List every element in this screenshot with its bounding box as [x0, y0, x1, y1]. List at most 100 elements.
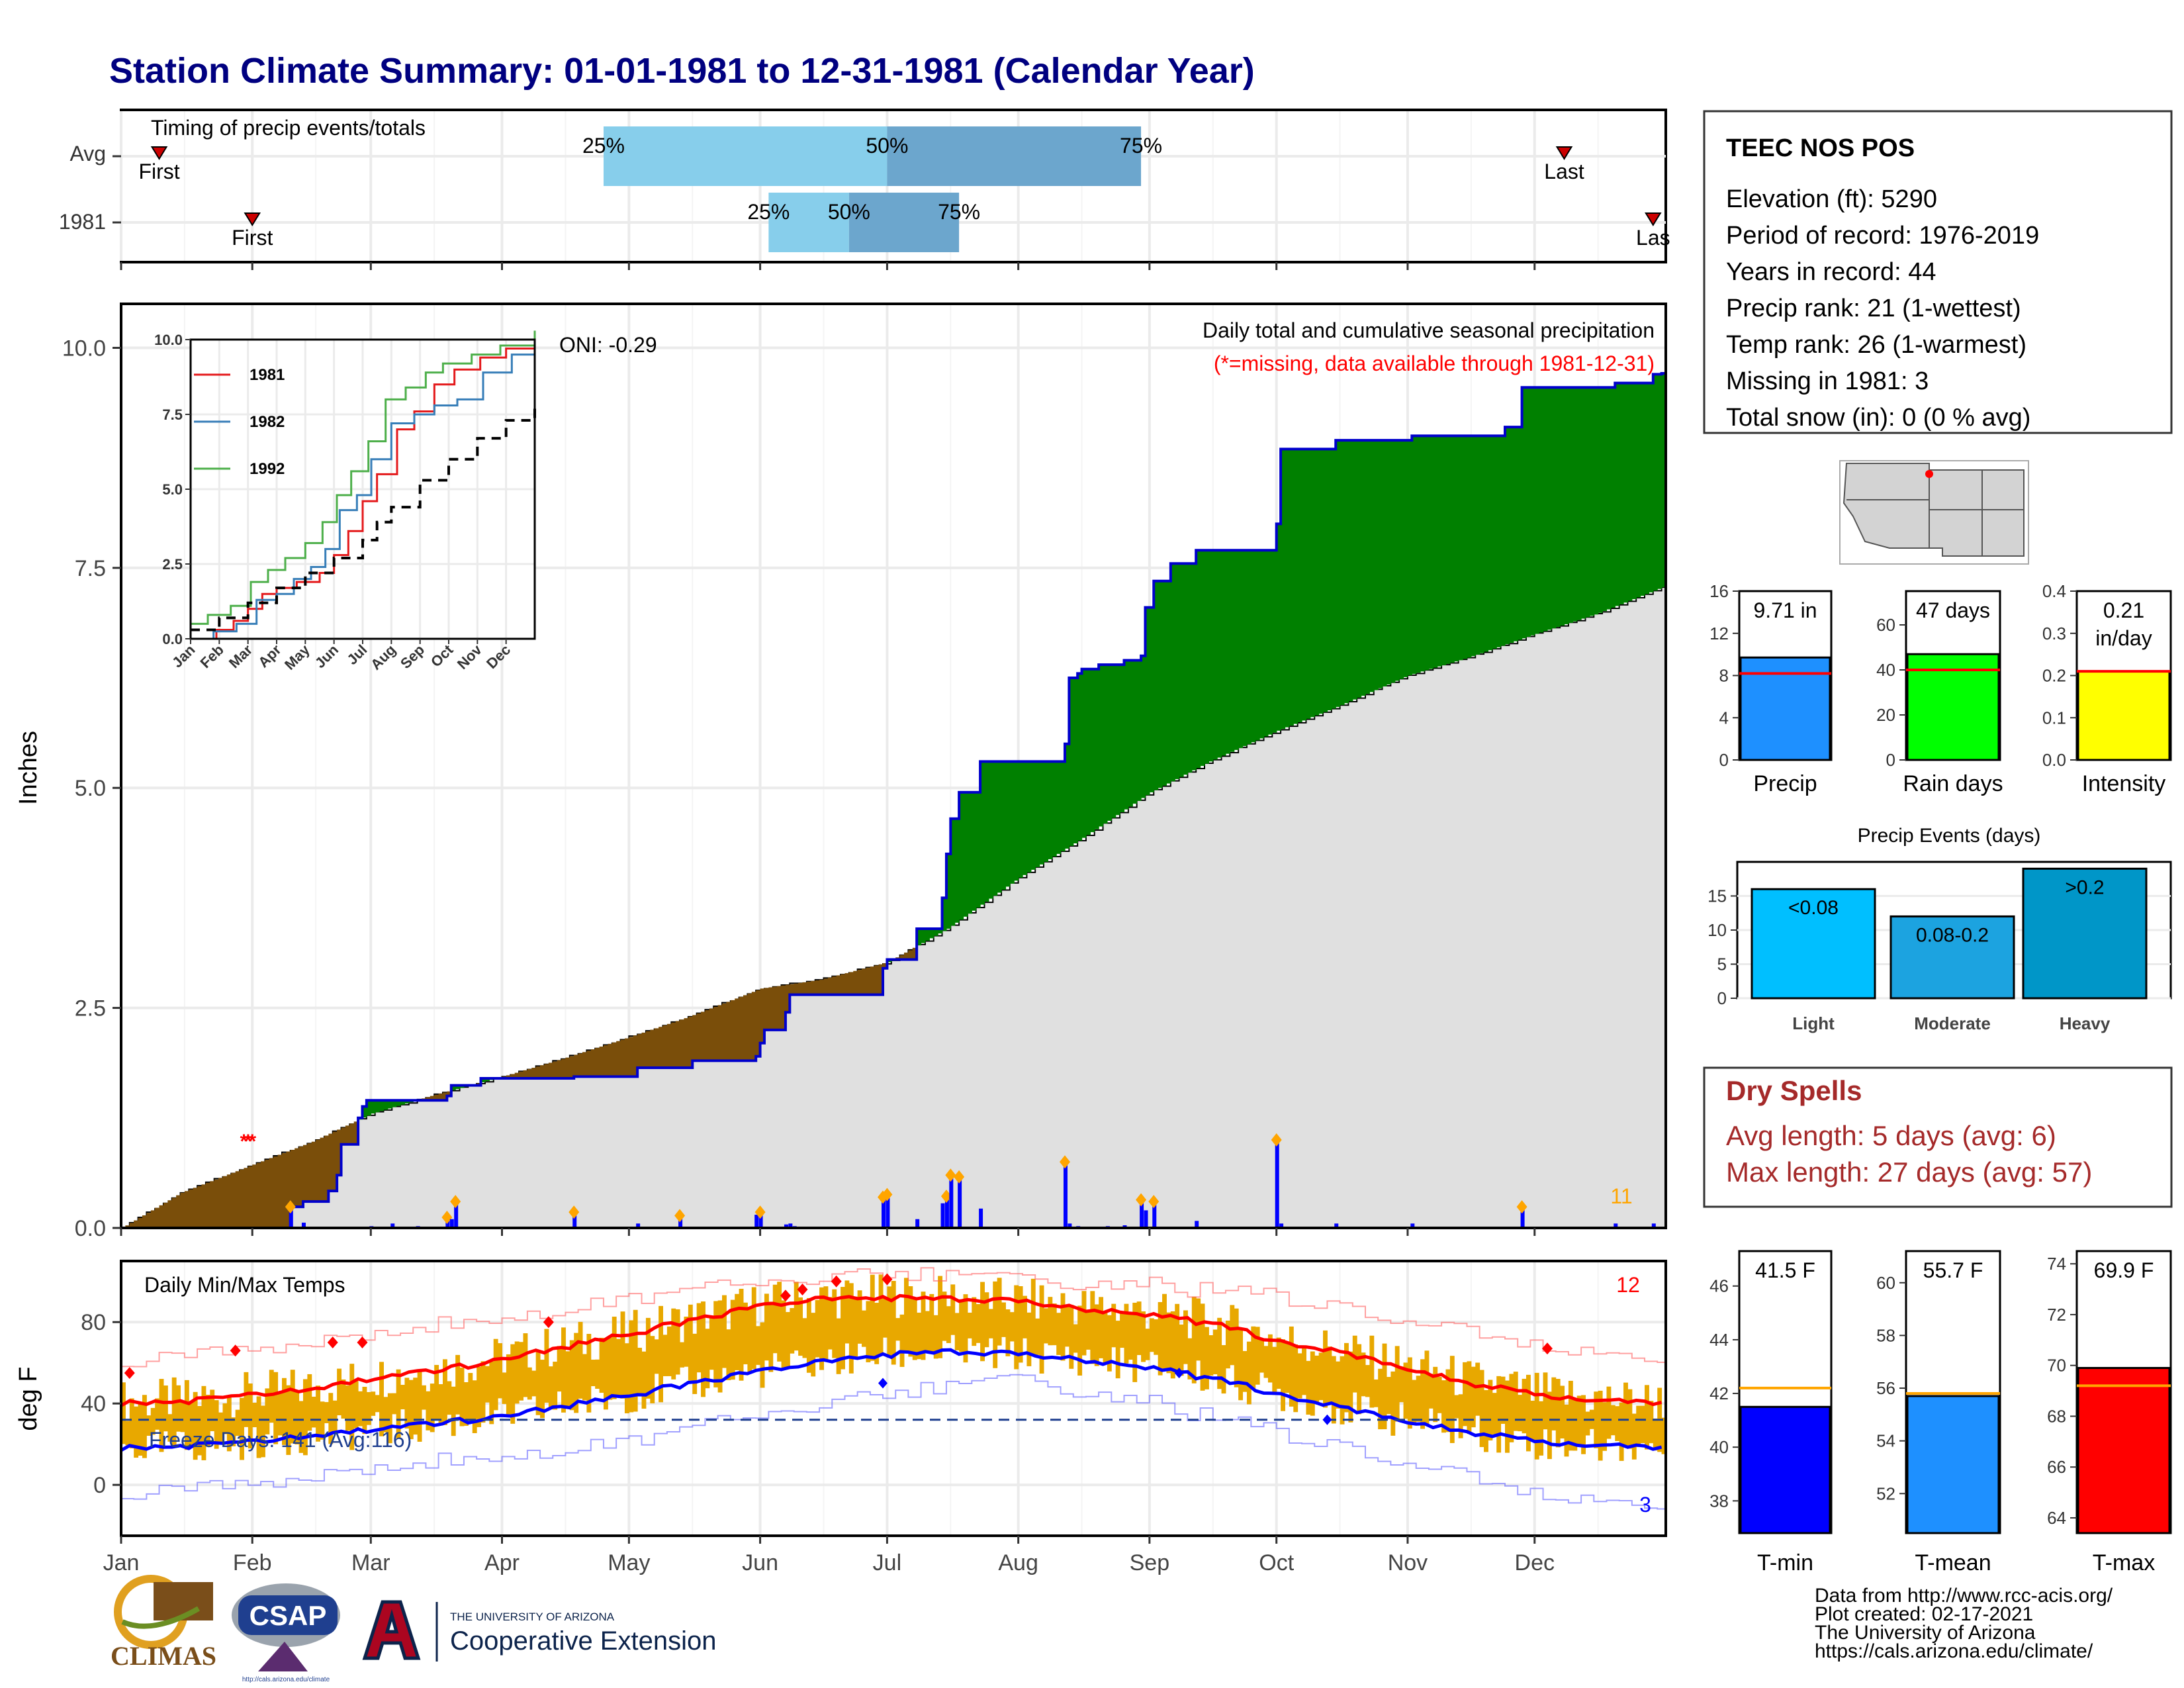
- daily-temp-range: [768, 1301, 774, 1372]
- surplus-slice: [1263, 550, 1269, 737]
- daily-temp-range: [1394, 1346, 1400, 1422]
- daily-temp-range: [442, 1359, 447, 1425]
- daily-temp-range: [1327, 1346, 1332, 1405]
- daily-temp-range: [1052, 1303, 1057, 1346]
- daily-temp-range: [832, 1289, 837, 1358]
- daily-temp-range: [972, 1297, 977, 1346]
- daily-temp-range: [866, 1301, 871, 1362]
- daily-temp-range: [383, 1397, 388, 1432]
- credit-line-2: Plot created: 02-17-2021: [1815, 1603, 2033, 1625]
- daily-temp-range: [641, 1351, 647, 1409]
- daily-temp-range: [1623, 1382, 1628, 1448]
- deficit-slice: [790, 984, 795, 995]
- surplus-slice: [946, 853, 951, 929]
- daily-temp-range: [176, 1385, 181, 1432]
- t-mean-y-tick-label-0: 52: [1876, 1483, 1895, 1503]
- timing-label-q50: 50%: [866, 134, 908, 158]
- temp-frame: [120, 1260, 1667, 1537]
- surplus-slice: [1234, 550, 1239, 750]
- daily-temp-range: [506, 1354, 511, 1415]
- t-max-value-label: 69.9 F: [2094, 1258, 2154, 1282]
- daily-precip-bar: [979, 1208, 983, 1228]
- daily-temp-range: [946, 1306, 951, 1343]
- surplus-slice: [1136, 660, 1142, 801]
- daily-temp-range: [1323, 1330, 1328, 1408]
- surplus-slice: [1149, 607, 1154, 792]
- surplus-slice: [1331, 449, 1336, 709]
- dry-spells-box: [1703, 1066, 2173, 1208]
- daily-temp-range: [895, 1318, 901, 1341]
- daily-temp-range: [472, 1380, 477, 1433]
- daily-temp-range: [269, 1370, 274, 1423]
- daily-temp-range: [1263, 1346, 1269, 1378]
- surplus-slice: [1522, 387, 1527, 639]
- surplus-slice: [1052, 761, 1057, 857]
- t-min-bar: [1739, 1405, 1831, 1534]
- daily-temp-range: [933, 1315, 938, 1359]
- daily-temp-range: [1285, 1342, 1290, 1393]
- daily-precip-bar: [758, 1212, 763, 1228]
- t-mean-value-label: 55.7 F: [1923, 1258, 1983, 1282]
- daily-precip-extreme-marker: [945, 1168, 956, 1182]
- csap-url: http://cals.arizona.edu/climate: [242, 1676, 330, 1683]
- deficit-slice: [150, 1210, 156, 1228]
- daily-temp-range: [353, 1381, 359, 1429]
- surplus-slice: [921, 928, 926, 943]
- daily-temp-range: [811, 1313, 816, 1377]
- daily-temp-range: [1357, 1344, 1362, 1415]
- daily-temp-range: [1615, 1406, 1620, 1441]
- surplus-slice: [371, 1100, 376, 1114]
- daily-temp-range: [874, 1303, 880, 1364]
- deficit-slice: [603, 1045, 608, 1077]
- daily-temp-range: [1208, 1335, 1214, 1376]
- daily-temp-range: [908, 1286, 913, 1357]
- deficit-slice: [337, 1129, 342, 1176]
- deficit-slice: [316, 1139, 321, 1202]
- t-min-y-tick-label-1: 40: [1709, 1437, 1729, 1457]
- daily-temp-range: [1340, 1356, 1345, 1425]
- deficit-slice: [582, 1052, 587, 1077]
- surplus-slice: [1336, 440, 1341, 707]
- deficit-slice: [553, 1061, 558, 1078]
- daily-temp-range: [1386, 1377, 1391, 1415]
- deficit-slice: [629, 1037, 634, 1077]
- surplus-slice: [1463, 436, 1468, 659]
- daily-temp-range: [1551, 1377, 1557, 1430]
- deficit-slice: [751, 992, 756, 1061]
- surplus-slice: [1449, 436, 1455, 663]
- last-event-label: Las: [1636, 226, 1670, 250]
- surplus-slice: [1576, 387, 1582, 620]
- daily-temp-range: [413, 1378, 418, 1435]
- record-low-marker: [1322, 1414, 1332, 1425]
- daily-temp-range: [1023, 1295, 1027, 1338]
- last-event-label: Last: [1544, 160, 1584, 183]
- daily-temp-range: [1649, 1401, 1654, 1444]
- deficit-slice: [811, 980, 816, 995]
- t-mean-y-tick-label-1: 54: [1876, 1431, 1895, 1451]
- daily-temp-range: [231, 1417, 236, 1446]
- daily-temp-range: [337, 1368, 342, 1415]
- events-y-tick-label-2: 10: [1707, 920, 1727, 940]
- t-max-bar: [2077, 1367, 2171, 1534]
- rain-days-y-tick-label-3: 60: [1876, 615, 1895, 635]
- daily-temp-range: [286, 1385, 291, 1455]
- surplus-slice: [1441, 436, 1447, 665]
- daily-temp-range: [1454, 1395, 1459, 1419]
- surplus-slice: [1640, 383, 1645, 596]
- daily-temp-range: [735, 1293, 740, 1370]
- daily-precip-bar: [940, 1203, 945, 1228]
- surplus-slice: [1238, 550, 1244, 748]
- daily-temp-range: [277, 1391, 283, 1436]
- daily-temp-range: [527, 1367, 532, 1400]
- daily-temp-range: [1428, 1374, 1433, 1409]
- daily-temp-range: [963, 1294, 968, 1363]
- daily-precip-bar: [949, 1175, 954, 1228]
- inset-y-tick-label-3: 7.5: [162, 406, 183, 423]
- surplus-slice: [1645, 383, 1650, 594]
- events-y-tick-label-1: 5: [1717, 955, 1727, 974]
- surplus-slice: [976, 792, 981, 908]
- deficit-slice: [671, 1022, 676, 1068]
- daily-temp-range: [540, 1360, 545, 1419]
- daily-temp-range: [1399, 1366, 1404, 1403]
